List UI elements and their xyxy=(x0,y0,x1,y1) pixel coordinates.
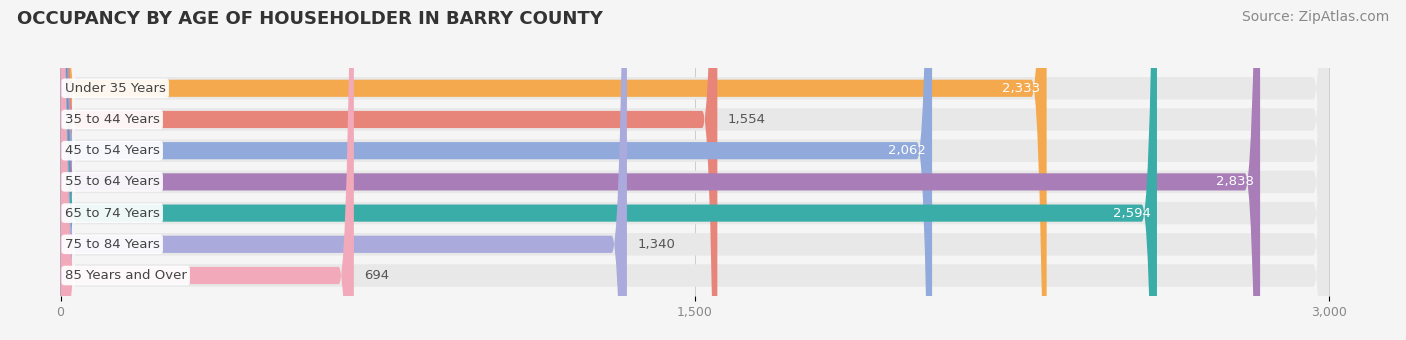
Text: 2,838: 2,838 xyxy=(1216,175,1254,188)
FancyBboxPatch shape xyxy=(60,0,1260,340)
FancyBboxPatch shape xyxy=(60,0,1329,340)
Text: 35 to 44 Years: 35 to 44 Years xyxy=(65,113,160,126)
FancyBboxPatch shape xyxy=(60,0,717,340)
Text: 85 Years and Over: 85 Years and Over xyxy=(65,269,187,282)
FancyBboxPatch shape xyxy=(60,0,1046,340)
FancyBboxPatch shape xyxy=(60,0,1329,340)
Text: Source: ZipAtlas.com: Source: ZipAtlas.com xyxy=(1241,10,1389,24)
FancyBboxPatch shape xyxy=(60,0,1329,340)
Text: 65 to 74 Years: 65 to 74 Years xyxy=(65,207,160,220)
Text: 2,594: 2,594 xyxy=(1112,207,1150,220)
Text: Under 35 Years: Under 35 Years xyxy=(65,82,166,95)
Text: OCCUPANCY BY AGE OF HOUSEHOLDER IN BARRY COUNTY: OCCUPANCY BY AGE OF HOUSEHOLDER IN BARRY… xyxy=(17,10,603,28)
Text: 694: 694 xyxy=(364,269,389,282)
FancyBboxPatch shape xyxy=(60,0,627,340)
FancyBboxPatch shape xyxy=(60,0,1329,340)
FancyBboxPatch shape xyxy=(60,0,1157,340)
FancyBboxPatch shape xyxy=(60,0,354,340)
FancyBboxPatch shape xyxy=(60,0,1329,340)
Text: 75 to 84 Years: 75 to 84 Years xyxy=(65,238,160,251)
FancyBboxPatch shape xyxy=(60,0,1329,340)
FancyBboxPatch shape xyxy=(60,0,1329,340)
Text: 2,333: 2,333 xyxy=(1002,82,1040,95)
Text: 1,340: 1,340 xyxy=(637,238,675,251)
FancyBboxPatch shape xyxy=(60,0,932,340)
Text: 45 to 54 Years: 45 to 54 Years xyxy=(65,144,160,157)
Text: 2,062: 2,062 xyxy=(887,144,925,157)
Text: 1,554: 1,554 xyxy=(728,113,766,126)
Text: 55 to 64 Years: 55 to 64 Years xyxy=(65,175,160,188)
